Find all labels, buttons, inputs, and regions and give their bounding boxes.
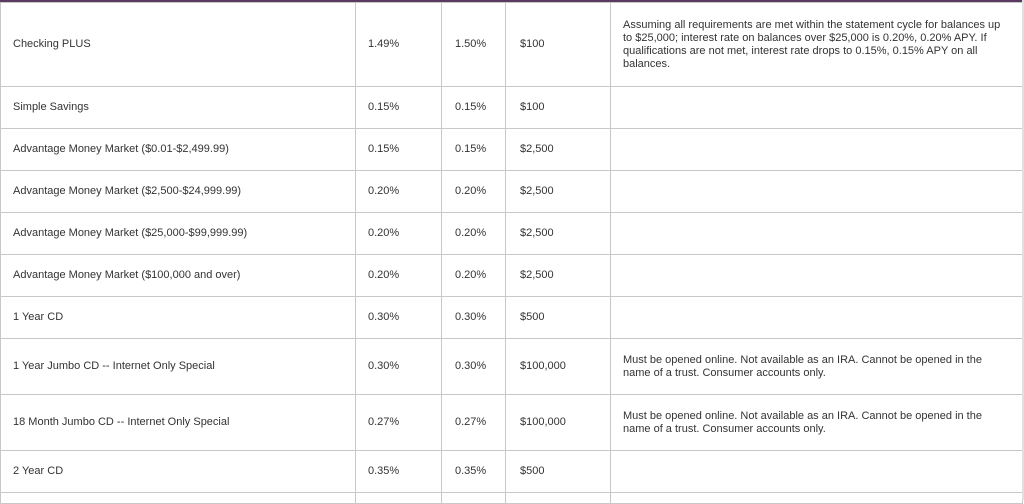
top-accent-bar bbox=[0, 0, 1024, 3]
table-row: Advantage Money Market ($0.01-$2,499.99)… bbox=[0, 128, 1023, 171]
table-row: Advantage Money Market ($25,000-$99,999.… bbox=[0, 212, 1023, 255]
product-note bbox=[610, 450, 1023, 493]
minimum-balance: $2,500 bbox=[505, 128, 611, 171]
apy: 0.15% bbox=[441, 128, 506, 171]
table-cell bbox=[610, 492, 1023, 504]
interest-rate: 0.20% bbox=[355, 170, 442, 213]
product-note: Must be opened online. Not available as … bbox=[610, 338, 1023, 395]
table-row-partial bbox=[0, 492, 1023, 504]
product-note bbox=[610, 212, 1023, 255]
table-row: 2 Year CD 0.35% 0.35% $500 bbox=[0, 450, 1023, 493]
interest-rate: 0.20% bbox=[355, 212, 442, 255]
product-note bbox=[610, 128, 1023, 171]
product-note: Assuming all requirements are met within… bbox=[610, 2, 1023, 87]
product-name: 18 Month Jumbo CD -- Internet Only Speci… bbox=[0, 394, 356, 451]
product-note bbox=[610, 296, 1023, 339]
interest-rate: 0.27% bbox=[355, 394, 442, 451]
apy: 0.20% bbox=[441, 170, 506, 213]
product-name: Checking PLUS bbox=[0, 2, 356, 87]
interest-rate: 0.15% bbox=[355, 86, 442, 129]
product-name: Advantage Money Market ($25,000-$99,999.… bbox=[0, 212, 356, 255]
minimum-balance: $500 bbox=[505, 296, 611, 339]
product-name: 1 Year Jumbo CD -- Internet Only Special bbox=[0, 338, 356, 395]
product-name: Simple Savings bbox=[0, 86, 356, 129]
minimum-balance: $100 bbox=[505, 2, 611, 87]
interest-rate: 0.20% bbox=[355, 254, 442, 297]
product-name: Advantage Money Market ($0.01-$2,499.99) bbox=[0, 128, 356, 171]
table-row: 1 Year CD 0.30% 0.30% $500 bbox=[0, 296, 1023, 339]
apy: 0.30% bbox=[441, 296, 506, 339]
apy: 0.15% bbox=[441, 86, 506, 129]
minimum-balance: $100,000 bbox=[505, 338, 611, 395]
product-name: Advantage Money Market ($2,500-$24,999.9… bbox=[0, 170, 356, 213]
product-name: 2 Year CD bbox=[0, 450, 356, 493]
apy: 0.27% bbox=[441, 394, 506, 451]
minimum-balance: $2,500 bbox=[505, 212, 611, 255]
apy: 0.20% bbox=[441, 212, 506, 255]
apy: 0.20% bbox=[441, 254, 506, 297]
table-cell bbox=[505, 492, 611, 504]
table-row: 18 Month Jumbo CD -- Internet Only Speci… bbox=[0, 394, 1023, 451]
table-row: Advantage Money Market ($2,500-$24,999.9… bbox=[0, 170, 1023, 213]
minimum-balance: $500 bbox=[505, 450, 611, 493]
table-row: Advantage Money Market ($100,000 and ove… bbox=[0, 254, 1023, 297]
product-note bbox=[610, 86, 1023, 129]
apy: 0.30% bbox=[441, 338, 506, 395]
product-note: Must be opened online. Not available as … bbox=[610, 394, 1023, 451]
table-cell bbox=[441, 492, 506, 504]
interest-rate: 1.49% bbox=[355, 2, 442, 87]
interest-rate: 0.35% bbox=[355, 450, 442, 493]
minimum-balance: $100 bbox=[505, 86, 611, 129]
apy: 0.35% bbox=[441, 450, 506, 493]
product-note bbox=[610, 254, 1023, 297]
minimum-balance: $2,500 bbox=[505, 254, 611, 297]
interest-rate: 0.30% bbox=[355, 338, 442, 395]
table-cell bbox=[355, 492, 442, 504]
product-name: Advantage Money Market ($100,000 and ove… bbox=[0, 254, 356, 297]
table-row: Simple Savings 0.15% 0.15% $100 bbox=[0, 86, 1023, 129]
product-note bbox=[610, 170, 1023, 213]
minimum-balance: $100,000 bbox=[505, 394, 611, 451]
scrollbar-edge bbox=[1022, 0, 1024, 500]
minimum-balance: $2,500 bbox=[505, 170, 611, 213]
table-row: 1 Year Jumbo CD -- Internet Only Special… bbox=[0, 338, 1023, 395]
apy: 1.50% bbox=[441, 2, 506, 87]
table-row: Checking PLUS 1.49% 1.50% $100 Assuming … bbox=[0, 2, 1023, 87]
interest-rate: 0.15% bbox=[355, 128, 442, 171]
product-name: 1 Year CD bbox=[0, 296, 356, 339]
interest-rate: 0.30% bbox=[355, 296, 442, 339]
table-cell bbox=[0, 492, 356, 504]
